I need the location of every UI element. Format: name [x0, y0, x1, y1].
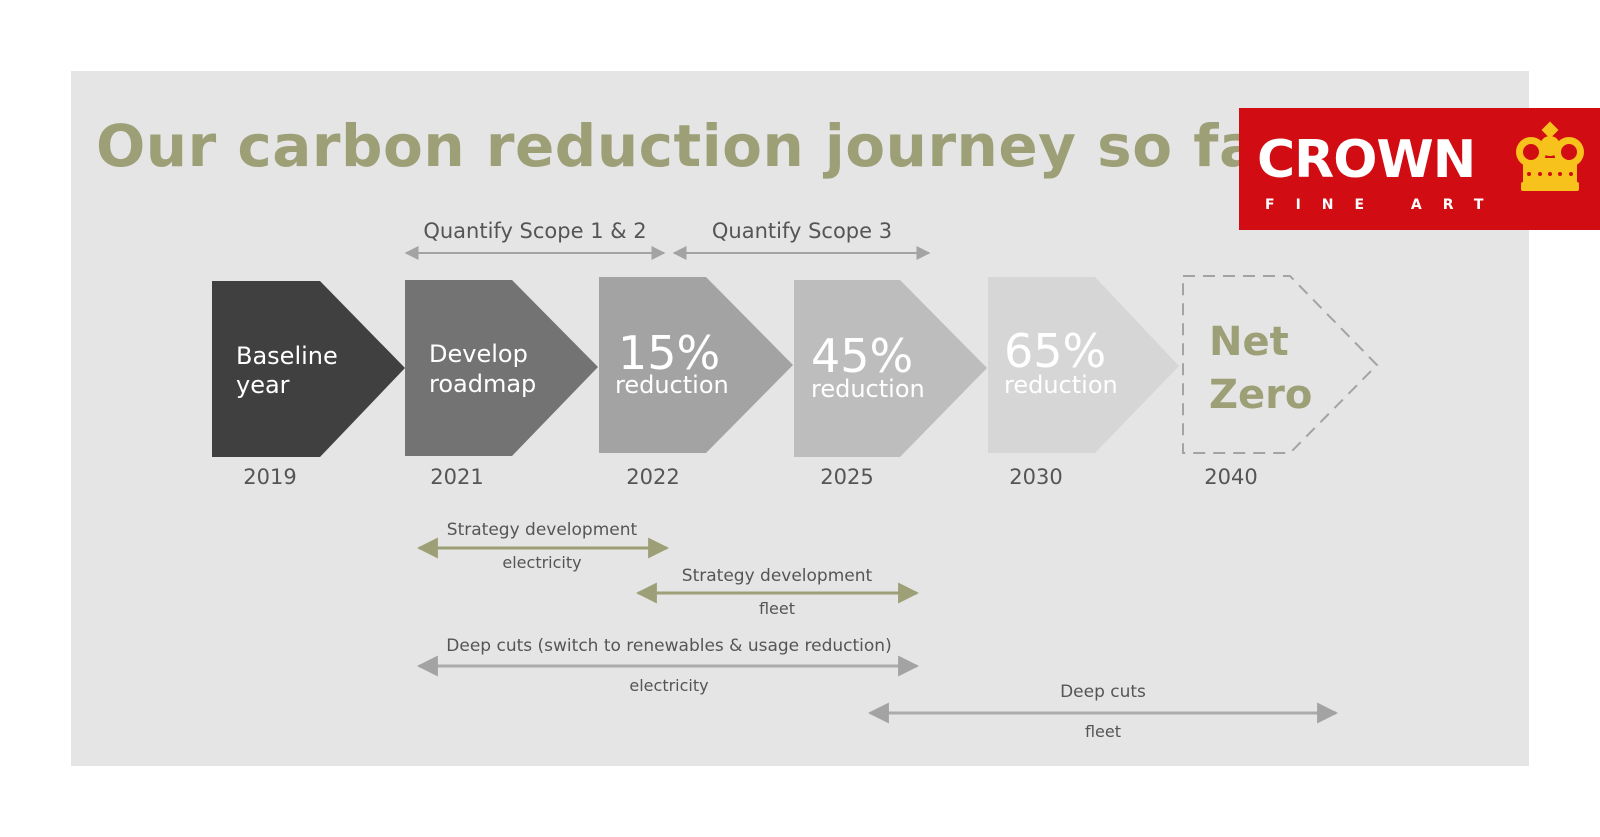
logo-subtitle: FINE ART	[1265, 197, 1505, 213]
step-year: 2040	[1204, 465, 1257, 489]
bar-strategy-fleet: Strategy development fleet	[635, 566, 920, 618]
step-year: 2021	[430, 465, 483, 489]
step-percentage: 45%	[811, 329, 913, 383]
bar-sublabel: fleet	[1085, 722, 1121, 741]
crown-fine-art-logo: CROWN FINE ART	[1239, 108, 1600, 230]
bar-sublabel: electricity	[629, 676, 708, 695]
top-range-scope-3: Quantify Scope 3	[672, 219, 931, 260]
step-chevron	[599, 277, 793, 453]
bar-sublabel: fleet	[759, 599, 795, 618]
step-label-line2: roadmap	[429, 370, 536, 398]
logo-wordmark: CROWN	[1257, 130, 1476, 190]
top-range-label: Quantify Scope 1 & 2	[423, 219, 646, 243]
bar-deep-cuts-electricity: Deep cuts (switch to renewables & usage …	[416, 636, 920, 695]
step-chevron	[988, 277, 1179, 453]
bar-sublabel: electricity	[502, 553, 581, 572]
step-percentage: 15%	[618, 326, 720, 380]
step-year: 2019	[243, 465, 296, 489]
step-label-line2: reduction	[1004, 371, 1118, 399]
step-percentage: 65%	[1004, 324, 1106, 378]
step-label-line1: Develop	[429, 340, 528, 368]
step-45-percent: 45% reduction 2025	[794, 280, 987, 489]
step-develop-roadmap: Develop roadmap 2021	[405, 280, 598, 489]
bar-deep-cuts-fleet: Deep cuts fleet	[867, 682, 1339, 741]
bar-strategy-electricity: Strategy development electricity	[416, 520, 670, 572]
step-label-line1: Net	[1209, 319, 1289, 365]
bar-label: Deep cuts	[1060, 682, 1146, 702]
step-chevron	[794, 280, 987, 457]
step-chevron	[405, 280, 598, 456]
step-year: 2022	[626, 465, 679, 489]
top-range-label: Quantify Scope 3	[712, 219, 892, 243]
step-chevron-dashed	[1182, 275, 1379, 454]
bar-label: Strategy development	[447, 520, 638, 540]
bar-label: Strategy development	[682, 566, 873, 586]
step-65-percent: 65% reduction 2030	[988, 277, 1179, 489]
step-label-line2: reduction	[811, 375, 925, 403]
step-15-percent: 15% reduction 2022	[599, 277, 793, 489]
step-chevron	[212, 281, 405, 457]
step-year: 2025	[820, 465, 873, 489]
crown-icon	[1516, 121, 1584, 191]
top-range-scope-1-2: Quantify Scope 1 & 2	[404, 219, 666, 260]
step-year: 2030	[1009, 465, 1062, 489]
page-title: Our carbon reduction journey so far	[96, 112, 1288, 180]
step-label-line1: Baseline	[236, 342, 338, 370]
step-baseline: Baseline year 2019	[212, 281, 405, 489]
step-net-zero: Net Zero 2040	[1182, 275, 1379, 489]
bar-label: Deep cuts (switch to renewables & usage …	[446, 636, 891, 656]
step-label-line2: year	[236, 371, 290, 399]
step-label-line2: reduction	[615, 371, 729, 399]
step-label-line2: Zero	[1209, 372, 1312, 418]
